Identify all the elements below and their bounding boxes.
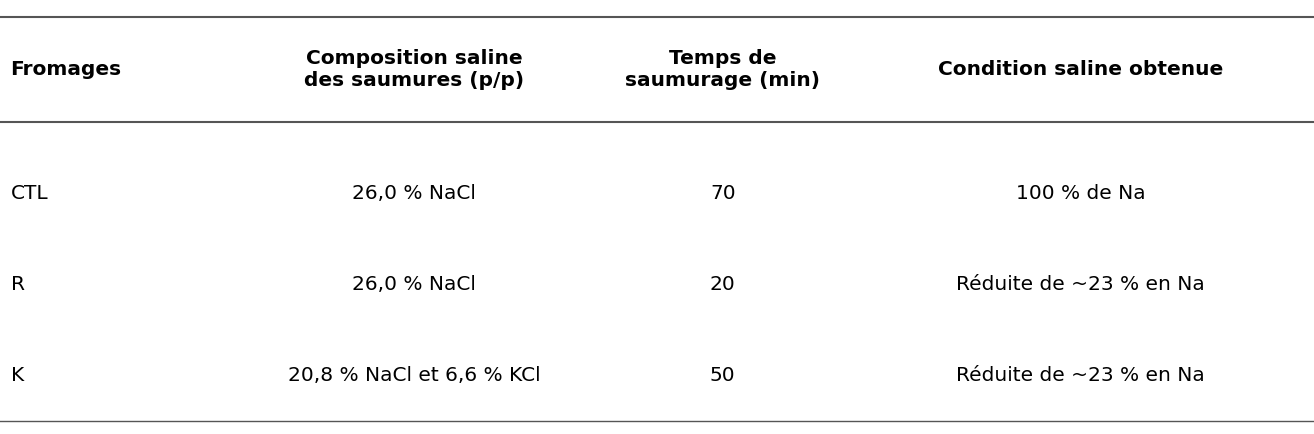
Text: 20,8 % NaCl et 6,6 % KCl: 20,8 % NaCl et 6,6 % KCl bbox=[288, 366, 540, 385]
Text: CTL: CTL bbox=[11, 184, 49, 203]
Text: 50: 50 bbox=[710, 366, 736, 385]
Text: Réduite de ~23 % en Na: Réduite de ~23 % en Na bbox=[957, 366, 1205, 385]
Text: Réduite de ~23 % en Na: Réduite de ~23 % en Na bbox=[957, 275, 1205, 294]
Text: Temps de
saumurage (min): Temps de saumurage (min) bbox=[625, 49, 820, 90]
Text: Condition saline obtenue: Condition saline obtenue bbox=[938, 60, 1223, 79]
Text: Composition saline
des saumures (p/p): Composition saline des saumures (p/p) bbox=[304, 49, 524, 90]
Text: K: K bbox=[11, 366, 24, 385]
Text: 26,0 % NaCl: 26,0 % NaCl bbox=[352, 275, 476, 294]
Text: Fromages: Fromages bbox=[11, 60, 122, 79]
Text: 70: 70 bbox=[710, 184, 736, 203]
Text: 26,0 % NaCl: 26,0 % NaCl bbox=[352, 184, 476, 203]
Text: 100 % de Na: 100 % de Na bbox=[1016, 184, 1146, 203]
Text: R: R bbox=[11, 275, 25, 294]
Text: 20: 20 bbox=[710, 275, 736, 294]
